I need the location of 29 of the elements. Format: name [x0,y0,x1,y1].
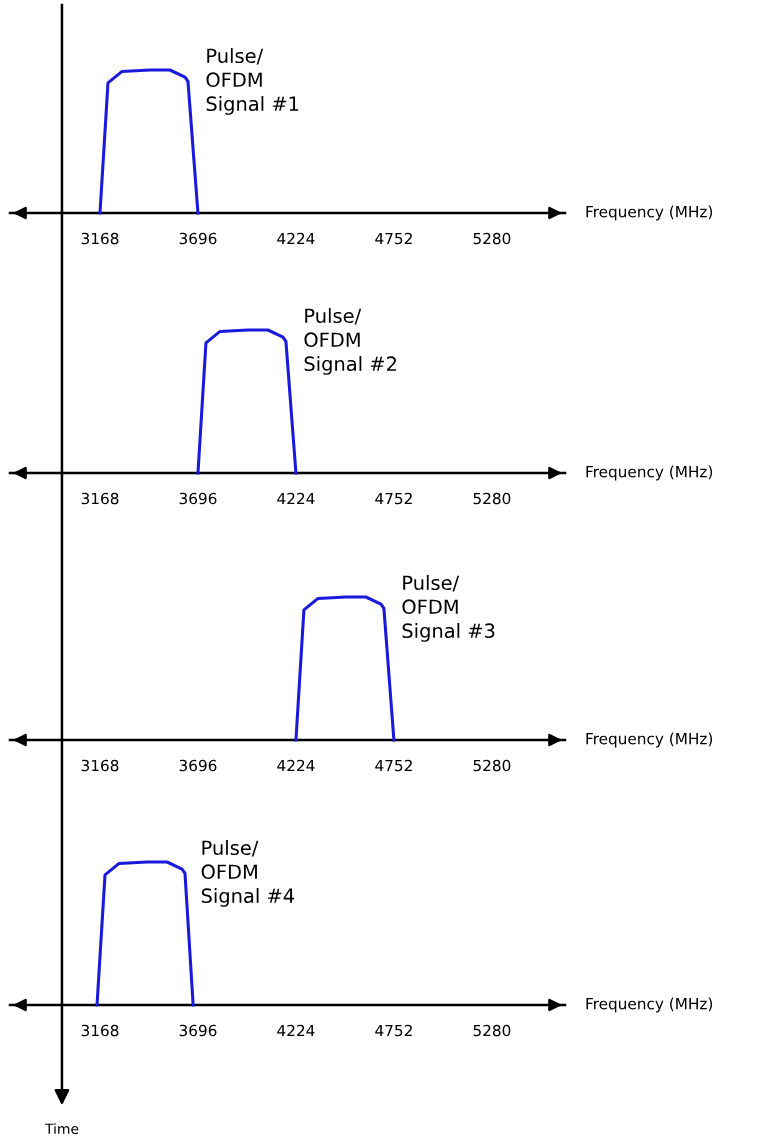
x-tick-label: 4224 [277,492,315,505]
x-tick-label: 5280 [473,492,511,505]
x-axis-title: Frequency (MHz) [586,205,713,221]
x-tick-label: 3168 [81,232,119,245]
x-axis-title: Frequency (MHz) [586,997,713,1013]
x-tick-label: 3696 [179,1024,217,1037]
x-tick-label: 3696 [179,759,217,772]
series-label: Pulse/ OFDM Signal #3 [402,575,495,642]
x-tick-label: 4224 [277,759,315,772]
x-tick-label: 4752 [375,759,412,772]
x-tick-label: 3696 [179,232,217,245]
series-label: Pulse/ OFDM Signal #2 [304,308,396,375]
series-label: Pulse/ OFDM Signal #1 [206,48,299,115]
x-axis-title: Frequency (MHz) [586,465,713,481]
x-tick-label: 4224 [277,1024,315,1037]
series-label: Pulse/ OFDM Signal #4 [201,840,295,907]
x-tick-label: 3168 [81,492,119,505]
x-tick-label: 4752 [375,1024,412,1037]
x-tick-label: 5280 [473,232,511,245]
x-tick-label: 3168 [81,759,119,772]
x-tick-label: 5280 [473,759,511,772]
x-tick-label: 3168 [81,1024,119,1037]
text: Time [44,1123,79,1135]
x-tick-label: 4752 [375,492,412,505]
x-tick-label: 5280 [473,1024,511,1037]
x-tick-label: 3696 [179,492,217,505]
x-tick-label: 4224 [277,232,315,245]
x-axis-title: Frequency (MHz) [586,732,713,748]
x-tick-label: 4752 [375,232,412,245]
